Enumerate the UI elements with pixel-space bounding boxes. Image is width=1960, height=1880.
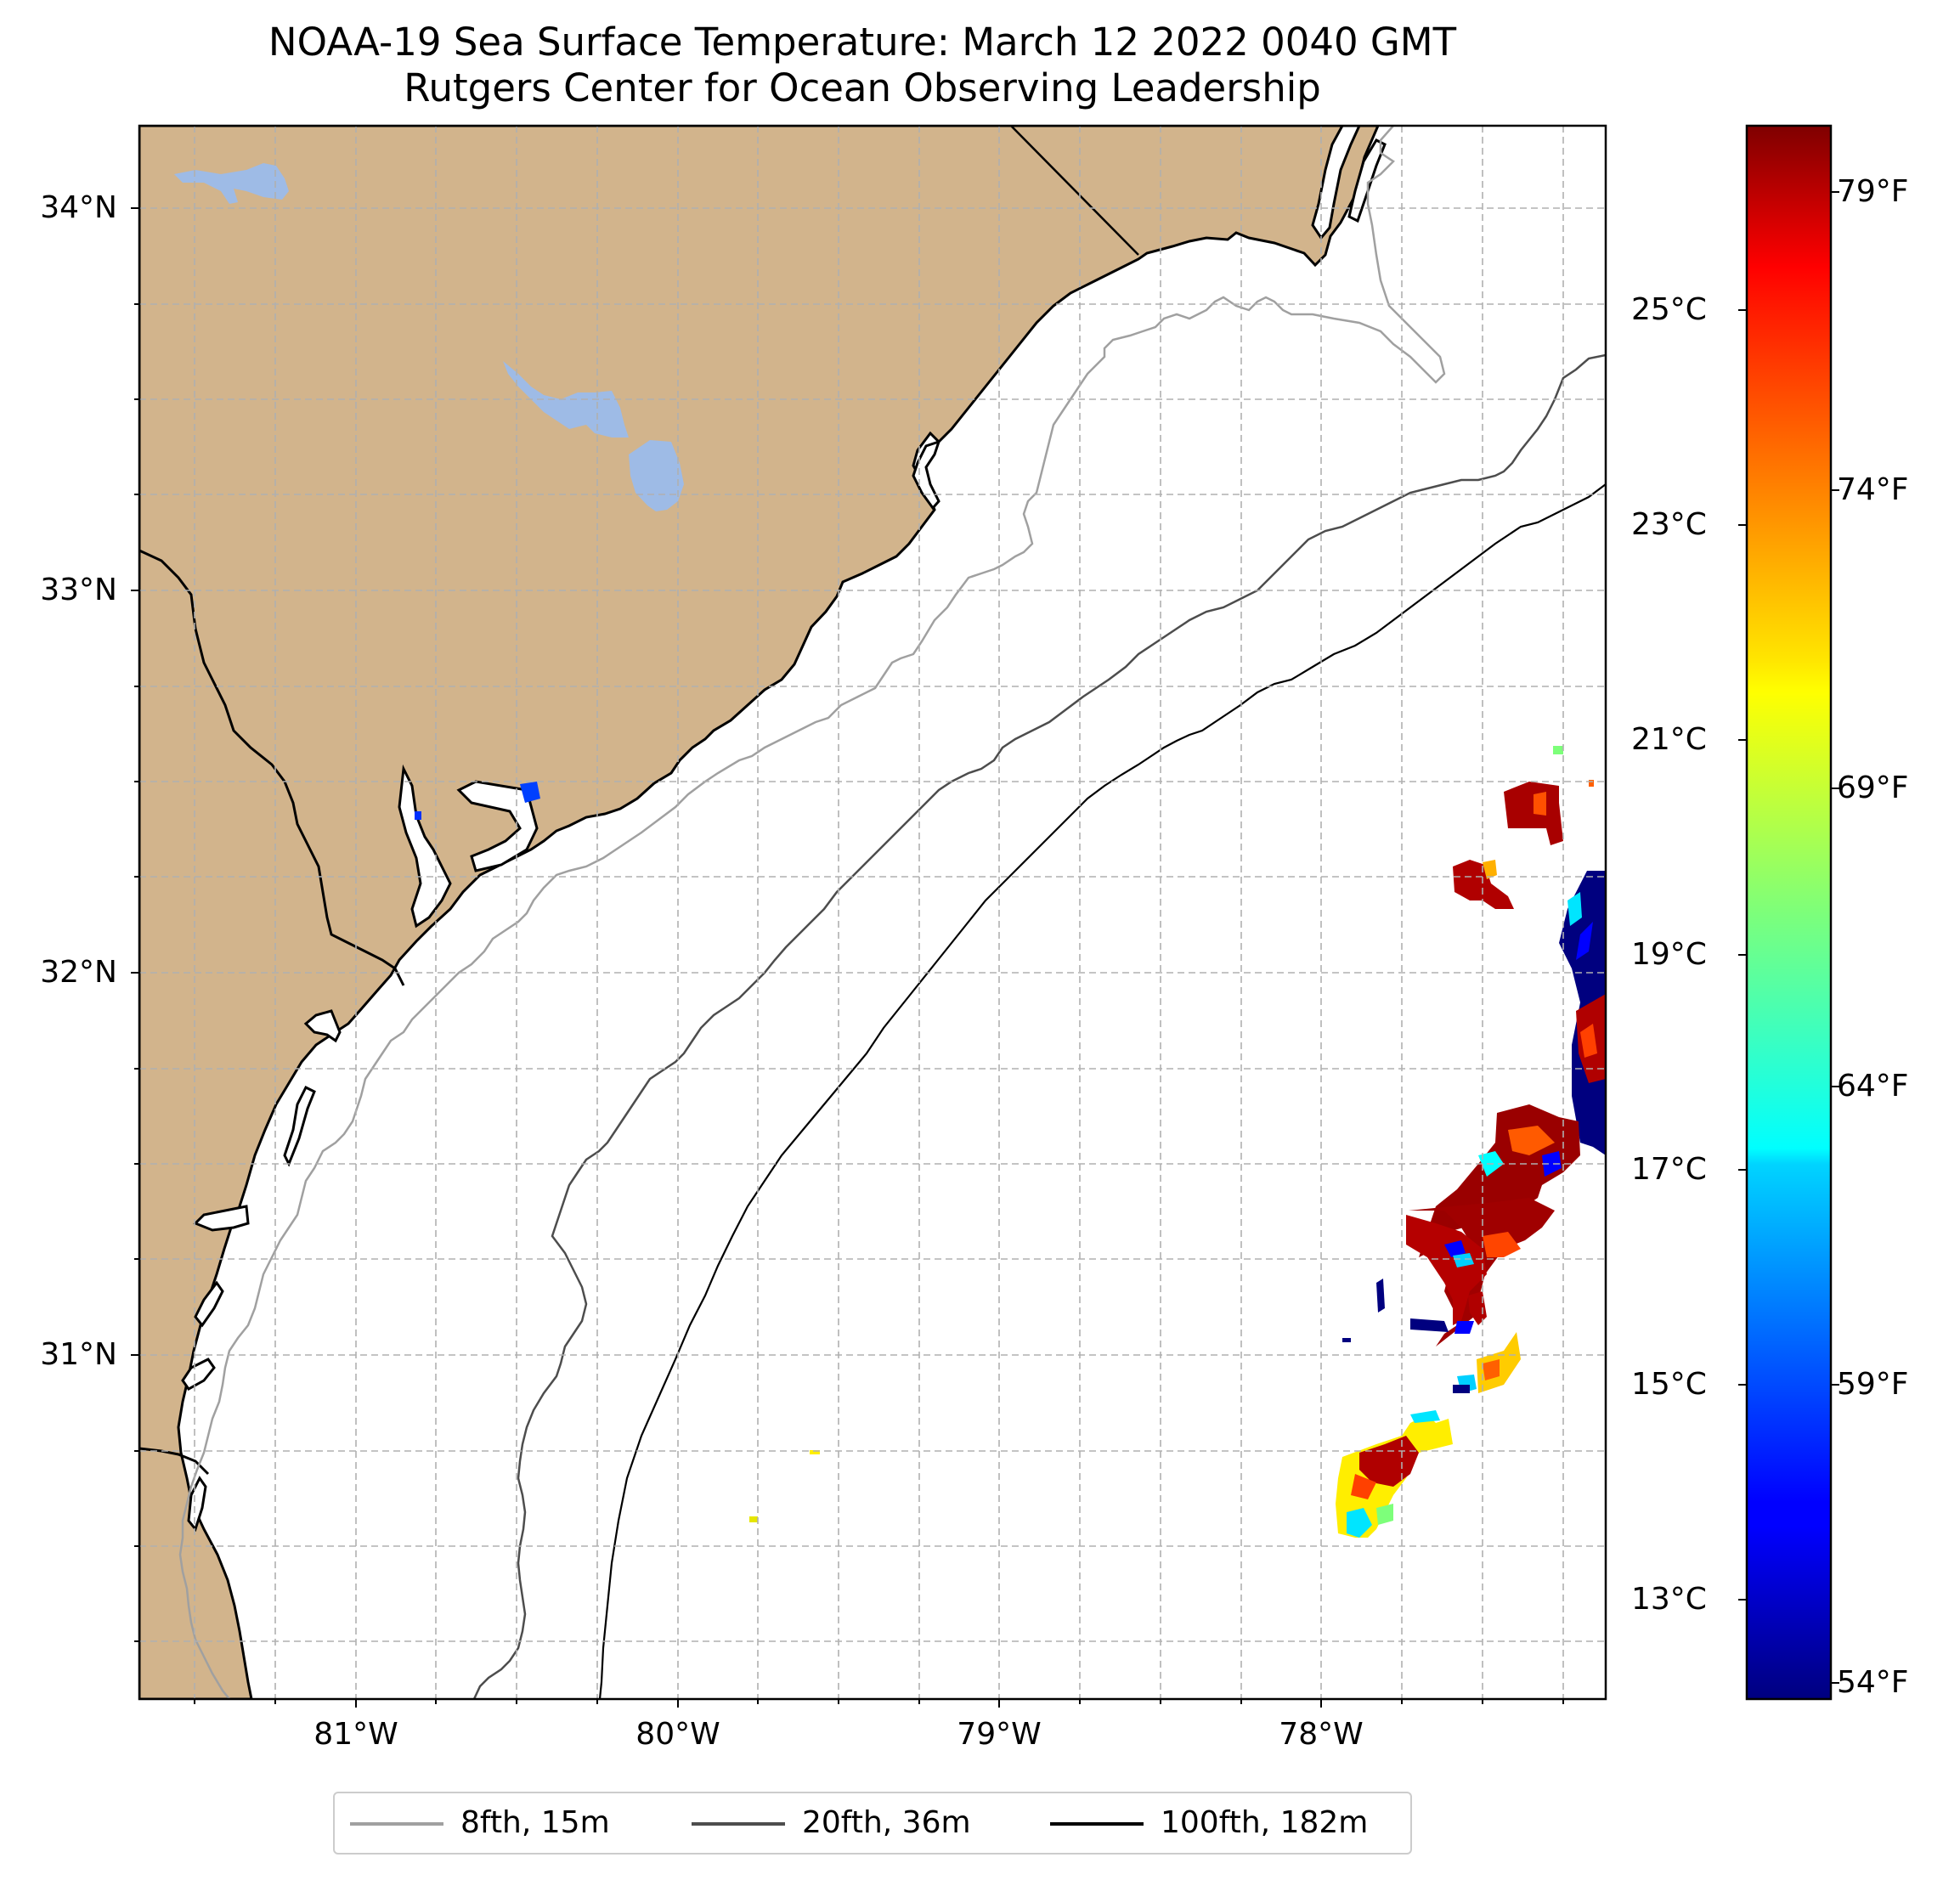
isobath-20fth <box>472 353 1606 1699</box>
estuary <box>181 1358 216 1391</box>
sst-patches <box>415 746 1606 1538</box>
legend-swatch <box>692 1822 785 1826</box>
colorbar-label-f: 54°F <box>1837 1665 1909 1700</box>
colorbar-label-c: 13°C <box>1631 1582 1707 1617</box>
legend-label: 20fth, 36m <box>802 1805 971 1840</box>
estuary <box>912 439 941 511</box>
colorbar-label-c: 17°C <box>1631 1152 1707 1187</box>
colorbar-label-c: 23°C <box>1631 507 1707 542</box>
lon-label-79w: 79°W <box>957 1717 1042 1752</box>
lake <box>174 163 289 204</box>
lat-ticks <box>131 207 139 1642</box>
estuary <box>1347 138 1387 223</box>
legend: 8fth, 15m 20fth, 36m 100fth, 182m <box>333 1792 1412 1855</box>
lon-label-78w: 78°W <box>1279 1717 1364 1752</box>
colorbar-label-c: 21°C <box>1631 722 1707 757</box>
estuary <box>303 1009 342 1043</box>
colorbar-frame <box>1745 124 1833 1701</box>
estuary <box>194 1280 224 1328</box>
colorbar-label-c: 19°C <box>1631 937 1707 972</box>
estuary <box>187 1476 207 1533</box>
lon-ticks <box>194 1699 1564 1708</box>
colorbar-label-f: 59°F <box>1837 1367 1909 1402</box>
lon-label-81w: 81°W <box>313 1717 398 1752</box>
legend-label: 100fth, 182m <box>1161 1805 1369 1840</box>
gridlines <box>139 126 1606 1699</box>
legend-swatch <box>1050 1822 1144 1826</box>
colorbar-ticks <box>1738 191 1839 1684</box>
isobath-8fth <box>178 126 1446 1699</box>
map-frame <box>138 124 1607 1701</box>
colorbar-label-f: 64°F <box>1837 1069 1909 1104</box>
estuary <box>456 780 539 872</box>
lake <box>629 440 684 511</box>
colorbar-label-f: 74°F <box>1837 472 1909 507</box>
colorbar-label-c: 15°C <box>1631 1367 1707 1402</box>
legend-label: 8fth, 15m <box>460 1805 610 1840</box>
lat-label-31n: 31°N <box>40 1337 117 1372</box>
colorbar-gradient <box>1747 126 1831 1699</box>
estuary <box>193 1205 250 1232</box>
legend-swatch <box>350 1822 443 1826</box>
lat-label-32n: 32°N <box>40 955 117 990</box>
lat-label-34n: 34°N <box>40 190 117 225</box>
map-title: NOAA-19 Sea Surface Temperature: March 1… <box>268 20 1457 65</box>
estuary <box>1311 126 1361 240</box>
map-subtitle: Rutgers Center for Ocean Observing Leade… <box>404 65 1321 110</box>
colorbar-label-f: 69°F <box>1837 771 1909 805</box>
state-boundary <box>1010 126 1139 256</box>
colorbar-label-c: 25°C <box>1631 292 1707 327</box>
estuary <box>398 764 452 929</box>
isobath-100fth <box>598 483 1606 1699</box>
lat-label-33n: 33°N <box>40 573 117 607</box>
colorbar-label-f: 79°F <box>1837 174 1909 209</box>
lon-label-80w: 80°W <box>635 1717 720 1752</box>
